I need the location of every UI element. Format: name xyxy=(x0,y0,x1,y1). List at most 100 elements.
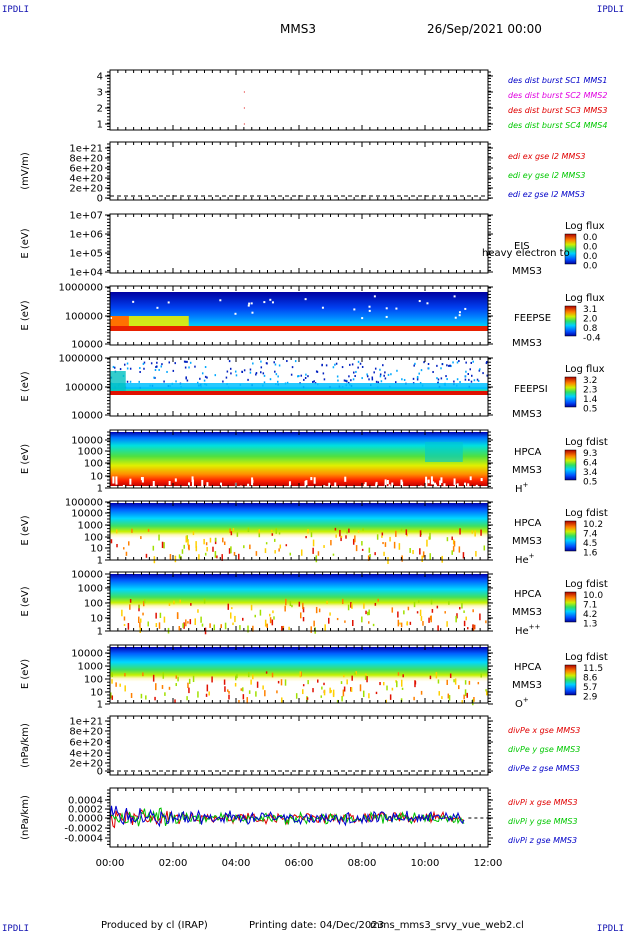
legend-entry: edi ey gse l2 MMS3 xyxy=(508,171,586,180)
overlay-label: heavy electron to xyxy=(482,248,570,259)
hpca_o-speckle xyxy=(271,672,274,678)
y-tick-label: 8e+20 xyxy=(69,154,103,165)
hpca_he-speckle xyxy=(270,529,273,532)
hpca-h-gap xyxy=(305,480,308,489)
y-tick-label: 2 xyxy=(97,104,103,115)
hpca_he-speckle xyxy=(264,548,267,554)
colorbar-title: Log fdist xyxy=(565,437,608,448)
colorbar xyxy=(564,305,577,337)
hpca_hepp-speckle xyxy=(185,619,187,627)
hpca_o-speckle xyxy=(323,689,326,696)
hpca_hepp-speckle xyxy=(318,608,321,613)
x-tick-label: 10:00 xyxy=(411,858,440,869)
y-tick-label: 1000 xyxy=(78,584,103,595)
y-tick-label: 1 xyxy=(97,700,103,711)
hpca_he-speckle xyxy=(115,529,118,534)
feepsi-speckle xyxy=(255,372,258,375)
hpca_he-speckle xyxy=(285,544,288,547)
hpca_he-speckle xyxy=(474,530,476,537)
feepsi-speckle xyxy=(344,379,347,382)
colorbar-tick-label: 3.1 xyxy=(583,305,597,315)
hpca_he-speckle xyxy=(204,552,207,556)
hpca_hepp-speckle xyxy=(431,608,434,613)
feepse-gap xyxy=(353,308,356,311)
hpca_he-speckle xyxy=(419,530,422,537)
hpca_he-speckle xyxy=(446,537,449,542)
hpca_hepp-speckle xyxy=(190,603,192,606)
hpca_he-speckle xyxy=(216,555,218,559)
hpca_hepp-speckle xyxy=(397,619,400,627)
feepsi-speckle xyxy=(290,373,293,376)
hpca_hepp-speckle xyxy=(461,603,463,609)
hpca_o-speckle xyxy=(343,674,345,678)
hpca_hepp-speckle xyxy=(377,598,379,602)
instrument-label: EIS xyxy=(514,241,530,252)
feepsi-speckle xyxy=(143,361,146,364)
hpca_o-speckle xyxy=(111,672,113,678)
hpca_o-speckle xyxy=(208,691,210,696)
hpca_o-speckle xyxy=(124,673,126,677)
hpca-h-gap xyxy=(440,477,443,484)
hpca_o-speckle xyxy=(242,694,245,700)
feepsi-speckle xyxy=(374,367,377,370)
hpca_hepp-speckle xyxy=(242,617,244,621)
feepsi-speckle xyxy=(189,361,192,364)
hpca-h-gap xyxy=(388,484,391,490)
feepse-gap xyxy=(167,301,170,304)
feepsi-speckle xyxy=(357,360,360,363)
feepse-gap xyxy=(373,295,376,298)
feepsi-speckle xyxy=(129,367,132,370)
hpca_hepp-speckle xyxy=(444,611,446,614)
y-tick-label: 6e+20 xyxy=(69,738,103,749)
hpca_o-speckle xyxy=(329,687,331,694)
hpca_he-speckle xyxy=(352,538,355,545)
hpca_he-speckle xyxy=(339,529,341,537)
hpca_he-speckle xyxy=(354,535,356,543)
hpca_he-speckle xyxy=(128,541,130,546)
corner-mark-tr: IPDLI xyxy=(596,5,624,15)
hpca_hepp-speckle xyxy=(129,604,131,610)
hpca-h-gap xyxy=(464,482,467,491)
y-tick-label: 1e+06 xyxy=(69,230,103,241)
y-axis-label: E (eV) xyxy=(20,586,31,616)
feepsi-speckle xyxy=(174,362,176,365)
panel-hpca_h xyxy=(105,429,577,494)
feepsi-speckle xyxy=(351,363,354,366)
feepsi-speckle xyxy=(263,374,266,377)
feepsi-speckle xyxy=(278,364,281,367)
feepsi-speckle xyxy=(401,378,403,381)
colorbar-tick-label: 0.0 xyxy=(583,243,598,253)
hpca_he-speckle xyxy=(232,528,235,532)
y-tick-label: 1 xyxy=(97,120,103,131)
hpca_he-speckle xyxy=(258,533,261,538)
legend-entry: edi ez gse l2 MMS3 xyxy=(508,190,585,199)
hpca_o-speckle xyxy=(477,681,480,685)
hpca_hepp-speckle xyxy=(437,625,439,631)
colorbar-tick-label: 5.7 xyxy=(583,683,597,693)
hpca_he-speckle xyxy=(195,546,198,552)
feepsi-speckle xyxy=(418,372,420,375)
feepsi-speckle xyxy=(262,372,265,375)
hpca_hepp-speckle xyxy=(336,617,339,621)
feepsi-speckle xyxy=(371,378,374,381)
y-tick-label: 100 xyxy=(84,459,103,470)
panel-frame-edi xyxy=(109,141,489,201)
legend-entry: divPi z gse MMS3 xyxy=(508,836,577,845)
hpca_hepp-speckle xyxy=(368,609,370,616)
hpca_hepp-speckle xyxy=(232,622,234,626)
hpca-h-gap xyxy=(115,476,118,484)
feepsi-speckle xyxy=(347,381,350,384)
hpca_he-speckle xyxy=(480,529,482,536)
feepsi-speckle xyxy=(263,381,266,384)
feepsi-speckle xyxy=(419,381,422,384)
hpca_o-speckle xyxy=(438,691,440,696)
hpca_hepp-speckle xyxy=(463,610,465,613)
hpca_o-speckle xyxy=(242,687,244,692)
hpca_he-speckle xyxy=(255,551,258,556)
hpca_o-speckle xyxy=(234,682,237,687)
feepsi-speckle xyxy=(204,375,207,378)
hpca-h-gap xyxy=(475,484,478,493)
feepsi-speckle xyxy=(304,376,307,379)
hpca-h-gap xyxy=(386,480,389,485)
feepsi-speckle xyxy=(485,362,488,365)
